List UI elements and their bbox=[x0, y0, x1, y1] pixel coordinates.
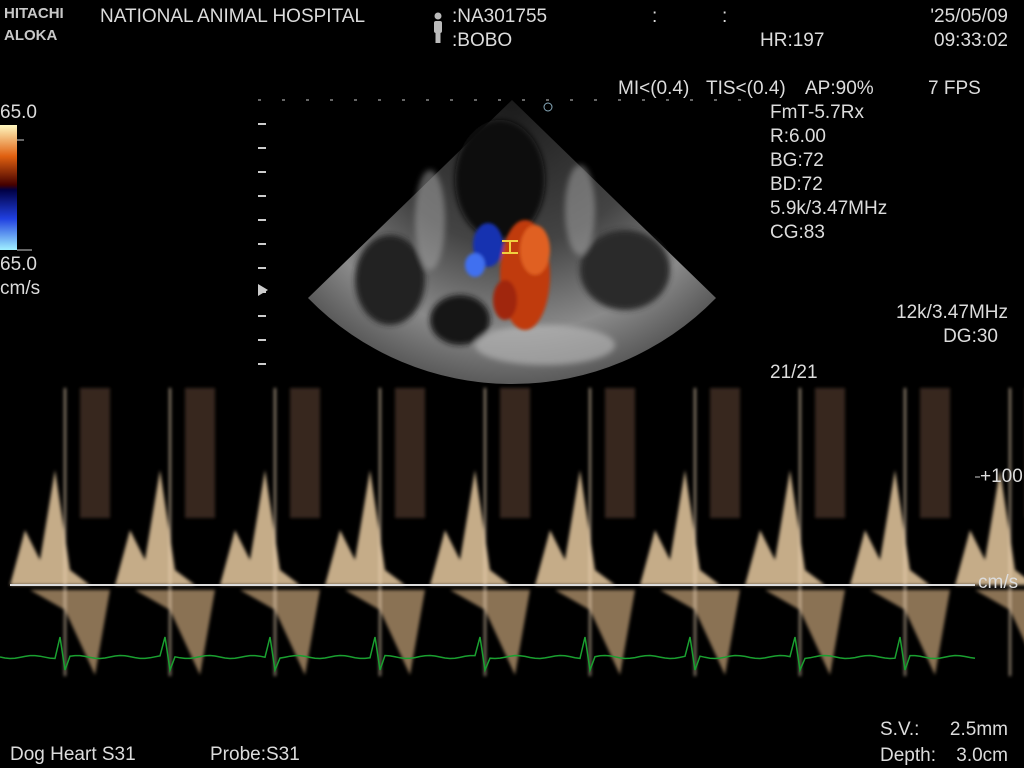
doppler-gain: DG:30 bbox=[943, 326, 998, 347]
forward-flow bbox=[220, 470, 300, 585]
date: '25/05/09 bbox=[930, 6, 1008, 27]
streak bbox=[920, 388, 950, 518]
sample-gate bbox=[502, 240, 518, 254]
brand: HITACHI bbox=[4, 5, 64, 22]
depth-ticks bbox=[258, 123, 266, 365]
hospital-name: NATIONAL ANIMAL HOSPITAL bbox=[100, 6, 365, 27]
parameters: FmT-5.7Rx R:6.00 BG:72 BD:72 5.9k/3.47MH… bbox=[770, 102, 887, 243]
separator: : bbox=[652, 6, 657, 27]
parameter: 5.9k/3.47MHz bbox=[770, 198, 887, 219]
brand: ALOKA bbox=[4, 27, 57, 44]
streak bbox=[815, 388, 845, 518]
depth-value: 3.0cm bbox=[956, 745, 1008, 766]
color-flow bbox=[465, 220, 550, 330]
reverse-flow bbox=[30, 590, 110, 675]
patient-name: :BOBO bbox=[452, 30, 512, 51]
ap: AP:90% bbox=[805, 78, 874, 99]
time: 09:33:02 bbox=[934, 30, 1008, 51]
ecg-trace bbox=[0, 636, 976, 673]
depth-label: Depth: bbox=[880, 745, 936, 766]
reverse-flow bbox=[135, 590, 215, 675]
preset: Dog Heart S31 bbox=[10, 744, 136, 765]
orientation-marker bbox=[543, 102, 553, 112]
reverse-flow bbox=[870, 590, 950, 675]
focus-marker bbox=[258, 284, 268, 296]
forward-flow bbox=[115, 470, 195, 585]
reverse-flow bbox=[765, 590, 845, 675]
mi: MI<(0.4) bbox=[618, 78, 689, 99]
color-bar bbox=[0, 125, 17, 250]
sv-label: S.V.: bbox=[880, 719, 919, 740]
streak bbox=[605, 388, 635, 518]
forward-flow bbox=[640, 470, 720, 585]
chambers bbox=[355, 120, 670, 365]
forward-flow bbox=[850, 470, 930, 585]
parameter: R:6.00 bbox=[770, 126, 826, 147]
streak bbox=[185, 388, 215, 518]
color-scale-top: 65.0 bbox=[0, 102, 37, 123]
forward-flow bbox=[10, 470, 90, 585]
heart-rate: HR:197 bbox=[760, 30, 824, 51]
forward-flow bbox=[430, 470, 510, 585]
frame-counter: 21/21 bbox=[770, 362, 818, 383]
fps: 7 FPS bbox=[928, 78, 981, 99]
spectrum-layer bbox=[10, 388, 1024, 676]
b-mode-image bbox=[308, 100, 716, 384]
doppler-scale-unit: cm/s bbox=[978, 572, 1018, 593]
forward-flow bbox=[535, 470, 615, 585]
streak bbox=[290, 388, 320, 518]
reverse-flow bbox=[555, 590, 635, 675]
doppler-scale-mark: +100 bbox=[980, 466, 1023, 487]
color-scale-bottom: 65.0 bbox=[0, 254, 37, 275]
tis: TIS<(0.4) bbox=[706, 78, 786, 99]
streak bbox=[500, 388, 530, 518]
reverse-flow bbox=[660, 590, 740, 675]
forward-flow bbox=[325, 470, 405, 585]
parameter: BD:72 bbox=[770, 174, 823, 195]
parameter: FmT-5.7Rx bbox=[770, 102, 864, 123]
doppler-spectrum bbox=[10, 388, 1024, 676]
probe: Probe:S31 bbox=[210, 744, 300, 765]
reverse-flow bbox=[450, 590, 530, 675]
forward-flow bbox=[955, 470, 1024, 585]
separator: : bbox=[722, 6, 727, 27]
streak bbox=[710, 388, 740, 518]
streak bbox=[80, 388, 110, 518]
patient-icon bbox=[434, 12, 442, 43]
doppler-prf: 12k/3.47MHz bbox=[896, 302, 1008, 323]
sv-value: 2.5mm bbox=[950, 719, 1008, 740]
parameter: CG:83 bbox=[770, 222, 825, 243]
reverse-flow bbox=[345, 590, 425, 675]
color-scale-unit: cm/s bbox=[0, 278, 40, 299]
reverse-flow bbox=[975, 590, 1024, 641]
streak bbox=[395, 388, 425, 518]
reverse-flow bbox=[240, 590, 320, 675]
forward-flow bbox=[745, 470, 825, 585]
patient-id: :NA301755 bbox=[452, 6, 547, 27]
parameter: BG:72 bbox=[770, 150, 824, 171]
